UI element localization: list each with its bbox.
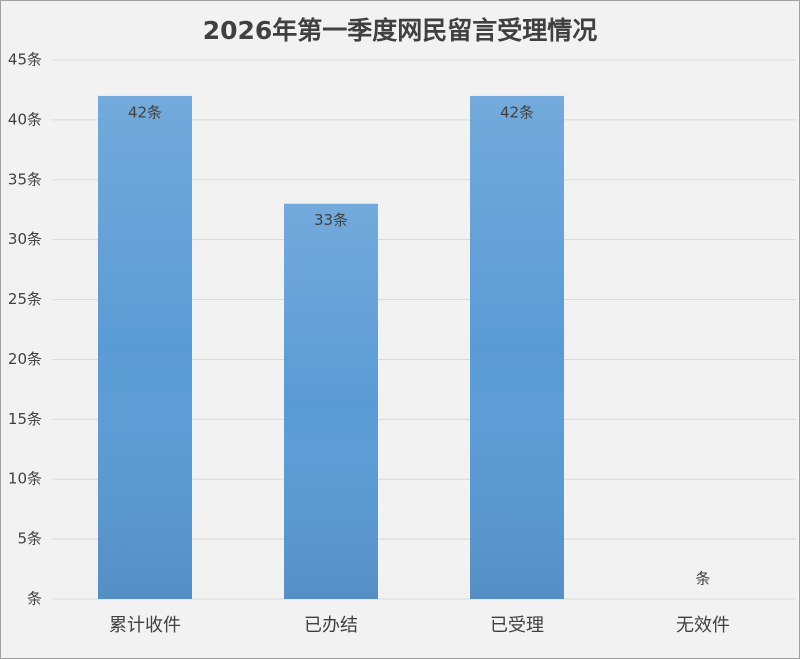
x-tick-label: 无效件 [676,615,730,636]
chart-title: 2026年第一季度网民留言受理情况 [203,16,598,45]
y-tick-label: 5条 [17,530,42,548]
x-tick-label: 已办结 [304,615,358,636]
value-label: 42条 [500,103,534,121]
bar [470,95,564,599]
y-tick-label: 25条 [8,290,42,308]
y-tick-label: 30条 [8,230,42,248]
y-tick-label: 10条 [8,470,42,488]
x-tick-label: 累计收件 [109,615,181,636]
y-tick-label: 20条 [8,350,42,368]
value-label: 33条 [314,211,348,229]
y-tick-label: 条 [27,590,42,608]
bar [98,95,192,599]
bar [284,203,378,599]
y-tick-label: 15条 [8,410,42,428]
x-tick-label: 已受理 [490,615,544,636]
value-label: 条 [695,570,710,588]
y-tick-label: 35条 [8,170,42,188]
y-tick-label: 45条 [8,51,42,69]
y-tick-label: 40条 [8,110,42,128]
value-label: 42条 [128,103,162,121]
